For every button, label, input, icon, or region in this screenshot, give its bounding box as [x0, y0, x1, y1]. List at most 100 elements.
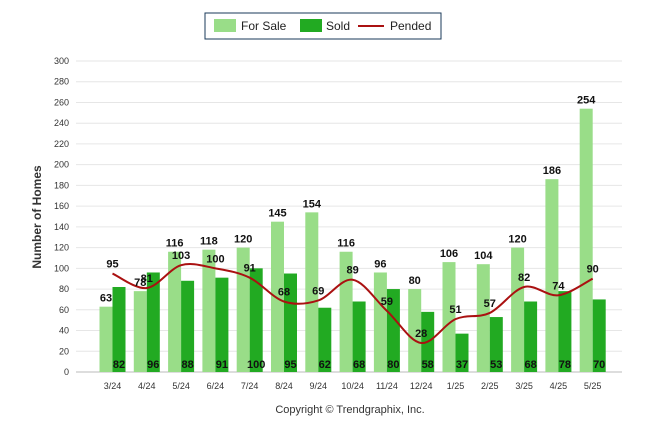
y-tick-label: 60 [59, 305, 69, 315]
x-tick-label: 5/25 [584, 381, 602, 391]
bar-for-sale [511, 247, 525, 372]
data-label-pended: 68 [278, 287, 290, 299]
bar-for-sale [408, 289, 422, 372]
data-label-for-sale: 63 [100, 293, 112, 305]
x-tick-label: 12/24 [410, 381, 433, 391]
data-label-pended: 91 [244, 263, 256, 275]
data-label-sold: 62 [319, 359, 331, 371]
data-label-for-sale: 254 [577, 95, 596, 107]
y-axis-ticks: 0 20 40 60 80 100 120 140 160 180 200 220 240 260 280 3… [54, 56, 69, 377]
bar-sold [558, 291, 572, 372]
bar-for-sale [133, 291, 147, 372]
legend-label-pended: Pended [390, 19, 431, 33]
bar-sold [489, 317, 503, 372]
x-tick-label: 6/24 [207, 381, 225, 391]
data-label-sold: 68 [524, 359, 536, 371]
data-label-sold: 88 [181, 359, 193, 371]
y-tick-label: 220 [54, 139, 69, 149]
bars [99, 108, 606, 372]
bar-sold [592, 299, 606, 372]
bar-for-sale [202, 249, 216, 372]
y-tick-label: 100 [54, 263, 69, 273]
data-label-pended: 82 [518, 272, 530, 284]
bar-sold [455, 333, 469, 372]
data-label-sold: 70 [593, 359, 605, 371]
data-label-for-sale: 120 [234, 234, 252, 246]
data-label-pended: 74 [552, 280, 565, 292]
bar-sold [284, 273, 297, 372]
y-tick-label: 120 [54, 243, 69, 253]
x-tick-label: 1/25 [447, 381, 465, 391]
y-tick-label: 180 [54, 180, 69, 190]
data-label-pended: 81 [141, 273, 153, 285]
x-tick-label: 5/24 [172, 381, 190, 391]
data-label-pended: 28 [415, 328, 427, 340]
y-tick-label: 280 [54, 77, 69, 87]
data-label-sold: 68 [353, 359, 365, 371]
y-tick-label: 140 [54, 222, 69, 232]
data-label-for-sale: 80 [409, 275, 421, 287]
x-tick-label: 3/24 [104, 381, 122, 391]
legend-label-sold: Sold [326, 19, 350, 33]
y-tick-label: 240 [54, 118, 69, 128]
bar-for-sale [476, 264, 490, 372]
x-tick-label: 11/24 [376, 381, 398, 391]
data-label-for-sale: 106 [440, 248, 458, 260]
data-label-for-sale: 116 [337, 238, 355, 250]
data-label-for-sale: 104 [474, 250, 493, 262]
bar-for-sale [271, 221, 284, 372]
data-label-for-sale: 116 [166, 238, 184, 250]
legend-box [204, 12, 442, 40]
copyright-text: Copyright © Trendgraphix, Inc. [275, 404, 424, 416]
data-label-pended: 69 [312, 285, 324, 297]
data-label-for-sale: 120 [508, 234, 526, 246]
data-label-sold: 96 [147, 359, 159, 371]
legend-swatch-sold [300, 19, 322, 32]
bar-sold [318, 307, 332, 372]
data-label-pended: 103 [172, 250, 190, 262]
data-label-pended: 95 [106, 259, 118, 271]
legend: For Sale Sold Pended [204, 12, 442, 40]
y-tick-label: 260 [54, 97, 69, 107]
bar-for-sale [545, 179, 559, 372]
data-label-for-sale: 186 [543, 165, 561, 177]
y-tick-label: 40 [59, 326, 69, 336]
bar-sold [524, 301, 538, 372]
data-label-sold: 100 [247, 359, 265, 371]
y-axis-label: Number of Homes [30, 165, 44, 269]
bar-sold [112, 286, 126, 372]
bar-for-sale [99, 306, 113, 372]
x-tick-label: 10/24 [341, 381, 364, 391]
data-label-sold: 82 [113, 359, 125, 371]
data-label-for-sale: 96 [374, 258, 386, 270]
data-label-for-sale: 78 [134, 277, 146, 289]
x-tick-label: 4/25 [550, 381, 568, 391]
data-label-sold: 95 [284, 359, 296, 371]
data-label-sold: 80 [387, 359, 399, 371]
bar-sold [181, 280, 195, 372]
bar-for-sale [236, 247, 250, 372]
pended-line-group [112, 263, 594, 344]
bar-sold [249, 268, 263, 372]
y-tick-label: 80 [59, 284, 69, 294]
bar-sold [146, 272, 160, 372]
bar-for-sale [373, 272, 387, 372]
bar-sold [352, 301, 366, 372]
y-tick-label: 300 [54, 56, 69, 66]
data-label-pended: 89 [346, 265, 358, 277]
data-label-sold: 58 [422, 359, 434, 371]
data-label-sold: 78 [559, 359, 571, 371]
data-label-sold: 91 [216, 359, 228, 371]
data-label-pended: 51 [449, 304, 461, 316]
x-tick-label: 4/24 [138, 381, 156, 391]
data-label-pended: 100 [206, 253, 224, 265]
x-tick-label: 7/24 [241, 381, 259, 391]
data-label-for-sale: 118 [200, 236, 218, 248]
data-label-for-sale: 145 [268, 208, 286, 220]
y-tick-label: 0 [64, 367, 69, 377]
bar-sold [215, 277, 229, 372]
bar-for-sale [168, 251, 182, 372]
bar-for-sale [579, 108, 593, 372]
